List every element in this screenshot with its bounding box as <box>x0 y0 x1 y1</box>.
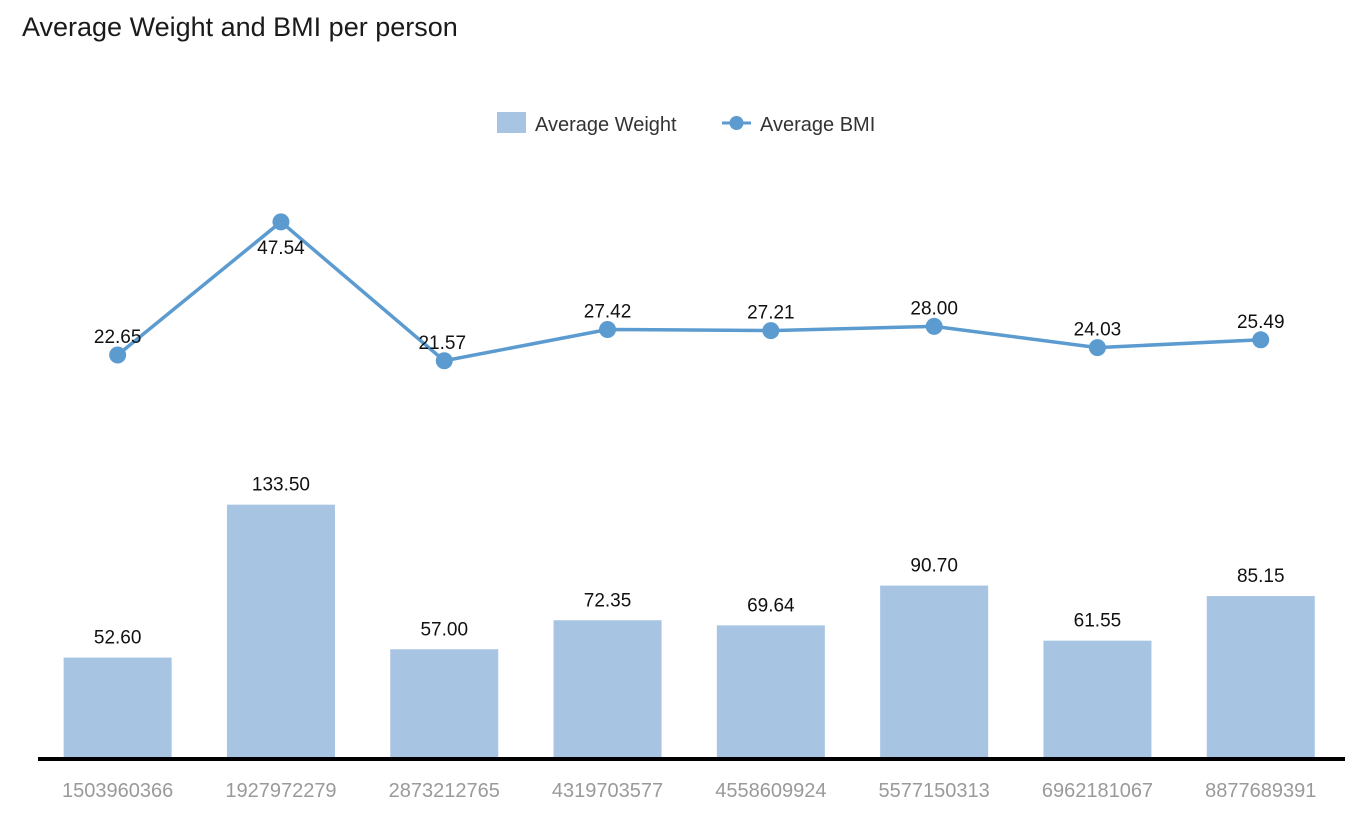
weight-data-label: 72.35 <box>584 590 632 611</box>
bmi-point <box>925 317 943 335</box>
x-tick-label: 4558609924 <box>715 780 826 802</box>
bmi-point <box>1252 331 1270 349</box>
weight-data-label: 61.55 <box>1074 611 1122 632</box>
bmi-point <box>109 346 127 364</box>
bmi-line <box>116 220 1261 363</box>
weight-bar <box>1206 596 1315 757</box>
chart-title: Average Weight and BMI per person <box>22 12 458 42</box>
bmi-point <box>1088 339 1106 357</box>
bmi-data-label: 24.03 <box>1074 320 1122 341</box>
weight-bar <box>1043 640 1152 757</box>
bars-layer: 52.60 133.50 57.00 72.35 69.64 90.70 61.55 85.1… <box>63 475 1315 757</box>
bmi-data-label: 21.57 <box>418 333 466 354</box>
x-tick-label: 6962181067 <box>1042 780 1153 802</box>
bmi-point <box>435 352 453 370</box>
bmi-data-label: 27.21 <box>747 303 795 324</box>
weight-bar <box>63 657 172 757</box>
bmi-data-label: 28.00 <box>910 298 958 319</box>
bmi-data-label: 47.54 <box>257 238 305 259</box>
weight-data-label: 57.00 <box>420 619 468 640</box>
weight-bar <box>716 625 825 757</box>
weight-data-label: 133.50 <box>252 475 310 496</box>
x-tick-labels: 1503960366 1927972279 2873212765 4319703577… <box>62 780 1316 802</box>
bmi-point <box>762 322 780 340</box>
legend-marker-bmi <box>729 116 744 130</box>
weight-bar <box>226 504 335 757</box>
bmi-line-layer: 22.65 47.54 21.57 27.42 27.21 28.00 24.03 25.49 <box>94 213 1285 370</box>
x-tick-label: 4319703577 <box>552 780 663 802</box>
legend-label-weight: Average Weight <box>535 114 677 136</box>
weight-data-label: 52.60 <box>94 628 142 649</box>
legend: Average Weight Average BMI <box>497 112 875 136</box>
x-tick-label: 2873212765 <box>389 780 500 802</box>
x-tick-label: 1503960366 <box>62 780 173 802</box>
weight-bar <box>553 620 662 757</box>
weight-data-label: 69.64 <box>747 595 795 616</box>
x-tick-label: 5577150313 <box>879 780 990 802</box>
bmi-point <box>599 320 617 338</box>
bmi-point <box>272 213 290 231</box>
weight-data-label: 90.70 <box>910 556 958 577</box>
weight-bar <box>390 649 499 757</box>
bmi-data-label: 22.65 <box>94 327 142 348</box>
x-tick-label: 8877689391 <box>1205 780 1316 802</box>
legend-label-bmi: Average BMI <box>760 114 875 136</box>
bmi-data-label: 25.49 <box>1237 312 1285 333</box>
weight-bar <box>880 585 989 757</box>
legend-swatch-weight <box>497 112 526 133</box>
x-tick-label: 1927972279 <box>225 780 336 802</box>
bmi-data-label: 27.42 <box>584 301 632 322</box>
weight-data-label: 85.15 <box>1237 566 1285 587</box>
